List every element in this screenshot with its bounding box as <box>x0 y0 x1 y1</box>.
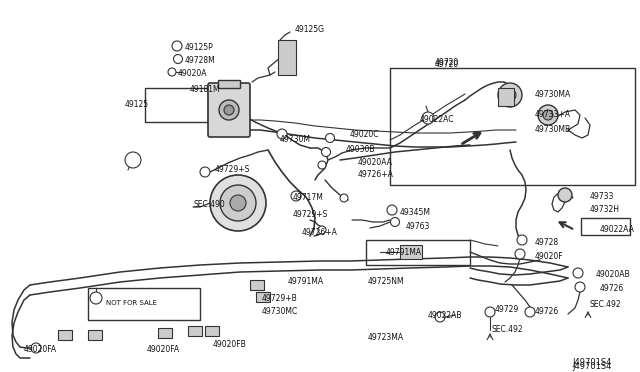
Text: 49730MB: 49730MB <box>535 125 571 134</box>
Text: J49701S4: J49701S4 <box>572 362 611 371</box>
Circle shape <box>390 218 399 227</box>
FancyBboxPatch shape <box>208 83 250 137</box>
Text: 49725NM: 49725NM <box>368 277 404 286</box>
Text: 49729+B: 49729+B <box>262 294 298 303</box>
Text: 49730M: 49730M <box>280 135 311 144</box>
Text: NOT FOR SALE: NOT FOR SALE <box>106 300 157 306</box>
Circle shape <box>125 152 141 168</box>
Circle shape <box>525 307 535 317</box>
Bar <box>366 240 470 265</box>
Circle shape <box>435 312 445 322</box>
Circle shape <box>224 105 234 115</box>
Bar <box>390 68 635 185</box>
Circle shape <box>326 134 335 142</box>
Text: 49726: 49726 <box>535 307 559 316</box>
Circle shape <box>515 249 525 259</box>
Text: 49181M: 49181M <box>190 85 221 94</box>
Text: 49726+A: 49726+A <box>302 228 338 237</box>
Text: 49763: 49763 <box>406 222 430 231</box>
Circle shape <box>387 205 397 215</box>
Circle shape <box>538 105 558 125</box>
Text: 49020FA: 49020FA <box>24 345 57 354</box>
Text: 49732H: 49732H <box>590 205 620 214</box>
Text: 49345M: 49345M <box>400 208 431 217</box>
Text: J49701S4: J49701S4 <box>572 358 611 367</box>
Circle shape <box>318 226 326 234</box>
Text: 49733: 49733 <box>590 192 614 201</box>
Bar <box>158 328 172 338</box>
Bar <box>88 288 200 320</box>
Circle shape <box>90 292 102 304</box>
Circle shape <box>422 112 434 124</box>
Text: 49733+A: 49733+A <box>535 110 571 119</box>
Text: 49728M: 49728M <box>185 56 216 65</box>
Text: 49020FB: 49020FB <box>213 340 247 349</box>
Circle shape <box>340 194 348 202</box>
Circle shape <box>543 110 553 120</box>
Text: 49030B: 49030B <box>346 145 376 154</box>
Text: 49125G: 49125G <box>295 25 325 34</box>
Bar <box>498 88 514 106</box>
Text: SEC.490: SEC.490 <box>193 200 225 209</box>
Text: 49791MA: 49791MA <box>386 248 422 257</box>
Text: 49729: 49729 <box>495 305 519 314</box>
Text: 49728: 49728 <box>535 238 559 247</box>
Text: 49125: 49125 <box>125 100 149 109</box>
Circle shape <box>291 191 301 201</box>
Bar <box>250 280 264 290</box>
Bar <box>278 40 296 75</box>
Circle shape <box>200 167 210 177</box>
Text: 49125P: 49125P <box>185 43 214 52</box>
Text: 49730MC: 49730MC <box>262 307 298 316</box>
Text: 49020AB: 49020AB <box>596 270 630 279</box>
Circle shape <box>321 148 330 157</box>
Text: 49791MA: 49791MA <box>288 277 324 286</box>
Circle shape <box>173 55 182 64</box>
Text: 49022AA: 49022AA <box>600 225 635 234</box>
Text: 49020AA: 49020AA <box>358 158 393 167</box>
Text: 49020FA: 49020FA <box>147 345 180 354</box>
Text: 49020F: 49020F <box>535 252 564 261</box>
Circle shape <box>230 195 246 211</box>
Text: 49720: 49720 <box>435 58 460 67</box>
Text: 49717M: 49717M <box>293 193 324 202</box>
Text: 49020C: 49020C <box>350 130 380 139</box>
Text: SEC.492: SEC.492 <box>492 325 524 334</box>
Circle shape <box>31 343 41 353</box>
Text: 49726: 49726 <box>600 284 624 293</box>
Circle shape <box>210 175 266 231</box>
Bar <box>145 88 208 122</box>
Circle shape <box>485 307 495 317</box>
Circle shape <box>558 188 572 202</box>
Bar <box>218 80 240 88</box>
Bar <box>256 292 270 302</box>
Circle shape <box>172 41 182 51</box>
Circle shape <box>573 268 583 278</box>
Text: SEC.492: SEC.492 <box>590 300 621 309</box>
Circle shape <box>168 68 176 76</box>
Bar <box>205 326 219 336</box>
Bar <box>58 330 72 340</box>
Circle shape <box>575 282 585 292</box>
Circle shape <box>219 100 239 120</box>
Text: 49723MA: 49723MA <box>368 333 404 342</box>
Text: 49729+S: 49729+S <box>215 165 250 174</box>
Text: 49730MA: 49730MA <box>535 90 572 99</box>
Text: 49729+S: 49729+S <box>293 210 328 219</box>
Text: 49020A: 49020A <box>178 69 207 78</box>
Circle shape <box>318 161 326 169</box>
Circle shape <box>504 89 516 101</box>
Circle shape <box>517 235 527 245</box>
Circle shape <box>277 129 287 139</box>
Bar <box>188 326 202 336</box>
Circle shape <box>220 185 256 221</box>
Bar <box>400 245 422 259</box>
Bar <box>88 330 102 340</box>
Text: 49720: 49720 <box>435 60 460 69</box>
Text: 49022AB: 49022AB <box>428 311 463 320</box>
Circle shape <box>498 83 522 107</box>
Text: 49726+A: 49726+A <box>358 170 394 179</box>
Bar <box>581 218 630 235</box>
Text: 49022AC: 49022AC <box>420 115 454 124</box>
